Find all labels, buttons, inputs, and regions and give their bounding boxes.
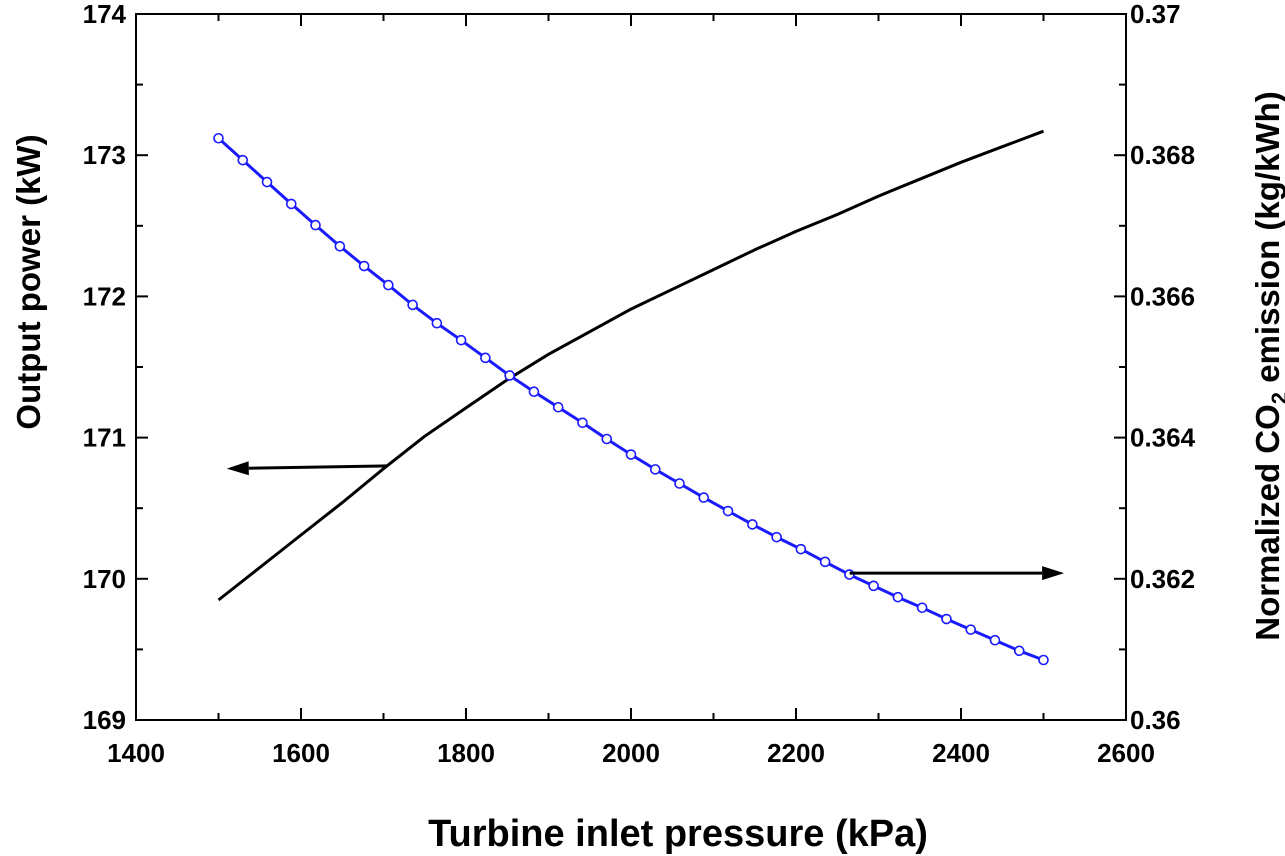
data-point-co2-emission: [552, 401, 564, 413]
left-y-tick-label: 170: [83, 564, 126, 594]
data-point-co2-emission: [1038, 654, 1049, 666]
data-point-co2-emission: [625, 449, 637, 460]
data-point-co2-emission: [213, 132, 224, 144]
left-y-axis-ticks: 169 170 171 172 173 174: [83, 0, 148, 735]
data-point-co2-emission: [383, 279, 394, 291]
left-y-tick-label: 172: [83, 281, 126, 311]
series-line-output-power: [217, 129, 1045, 602]
left-y-axis-title: Output power (kW): [10, 134, 47, 429]
data-point-co2-emission: [334, 240, 346, 252]
data-point-co2-emission: [528, 386, 540, 398]
right-y-tick-label: 0.362: [1130, 564, 1195, 594]
data-point-co2-emission: [407, 299, 418, 311]
data-point-co2-emission: [819, 556, 831, 568]
left-arrow-shaft: [248, 464, 388, 470]
right-y-axis-title-post: emission (kg/kWh): [1249, 91, 1285, 392]
x-axis-ticks: 1400 1600 1800 2000 2200 2400 2600: [107, 14, 1155, 768]
x-axis-title: Turbine inlet pressure (kPa): [428, 813, 928, 855]
data-point-co2-emission: [504, 370, 515, 381]
data-point-co2-emission: [722, 505, 734, 517]
data-point-co2-emission: [795, 543, 807, 555]
series-layer: [213, 129, 1049, 666]
x-tick-label: 2200: [767, 738, 825, 768]
arrow-layer: [226, 461, 1065, 581]
data-point-co2-emission: [601, 433, 613, 445]
right-arrow-head: [1042, 566, 1065, 581]
data-point-co2-emission: [285, 198, 297, 210]
x-tick-label: 2600: [1097, 738, 1155, 768]
data-point-co2-emission: [358, 260, 370, 272]
data-point-co2-emission: [965, 624, 977, 635]
data-point-co2-emission: [480, 352, 491, 364]
data-point-co2-emission: [577, 417, 588, 429]
right-y-axis-ticks: 0.36 0.362 0.364 0.366 0.368 0.37: [1114, 0, 1196, 735]
data-point-co2-emission: [868, 580, 879, 592]
left-y-tick-label: 173: [83, 140, 126, 170]
data-point-co2-emission: [431, 317, 443, 329]
data-point-co2-emission: [941, 613, 952, 625]
right-y-axis-title-sub: 2: [1267, 392, 1285, 404]
data-point-co2-emission: [771, 531, 782, 543]
data-point-co2-emission: [892, 591, 904, 603]
right-y-tick-label: 0.368: [1130, 140, 1195, 170]
plot-area: [135, 13, 1127, 721]
data-point-co2-emission: [674, 478, 685, 489]
left-y-tick-label: 174: [83, 0, 127, 29]
data-point-co2-emission: [747, 519, 758, 530]
data-point-co2-emission: [1013, 645, 1025, 657]
x-tick-label: 1600: [272, 738, 330, 768]
x-tick-label: 1400: [107, 738, 165, 768]
data-point-co2-emission: [261, 176, 273, 188]
left-arrow-head: [226, 461, 249, 476]
x-tick-label: 2000: [602, 738, 660, 768]
data-point-co2-emission: [916, 602, 928, 614]
right-y-axis-title-pre: Normalized CO: [1249, 404, 1285, 641]
data-point-co2-emission: [455, 334, 467, 346]
right-y-axis-title: Normalized CO2 emission (kg/kWh): [1249, 91, 1285, 641]
data-point-co2-emission: [989, 634, 1001, 646]
data-point-co2-emission: [698, 492, 710, 503]
right-y-tick-label: 0.36: [1130, 705, 1181, 735]
right-y-tick-label: 0.366: [1130, 281, 1195, 311]
right-y-tick-label: 0.364: [1130, 423, 1196, 453]
left-y-tick-label: 171: [83, 423, 126, 453]
data-point-co2-emission: [310, 219, 321, 231]
x-tick-label: 2400: [932, 738, 990, 768]
left-arrow: [226, 461, 388, 476]
data-point-co2-emission: [237, 154, 249, 166]
right-arrow: [849, 566, 1065, 581]
left-y-tick-label: 169: [83, 705, 126, 735]
x-tick-label: 1800: [437, 738, 495, 768]
data-point-co2-emission: [649, 464, 661, 475]
right-y-tick-label: 0.37: [1130, 0, 1181, 29]
